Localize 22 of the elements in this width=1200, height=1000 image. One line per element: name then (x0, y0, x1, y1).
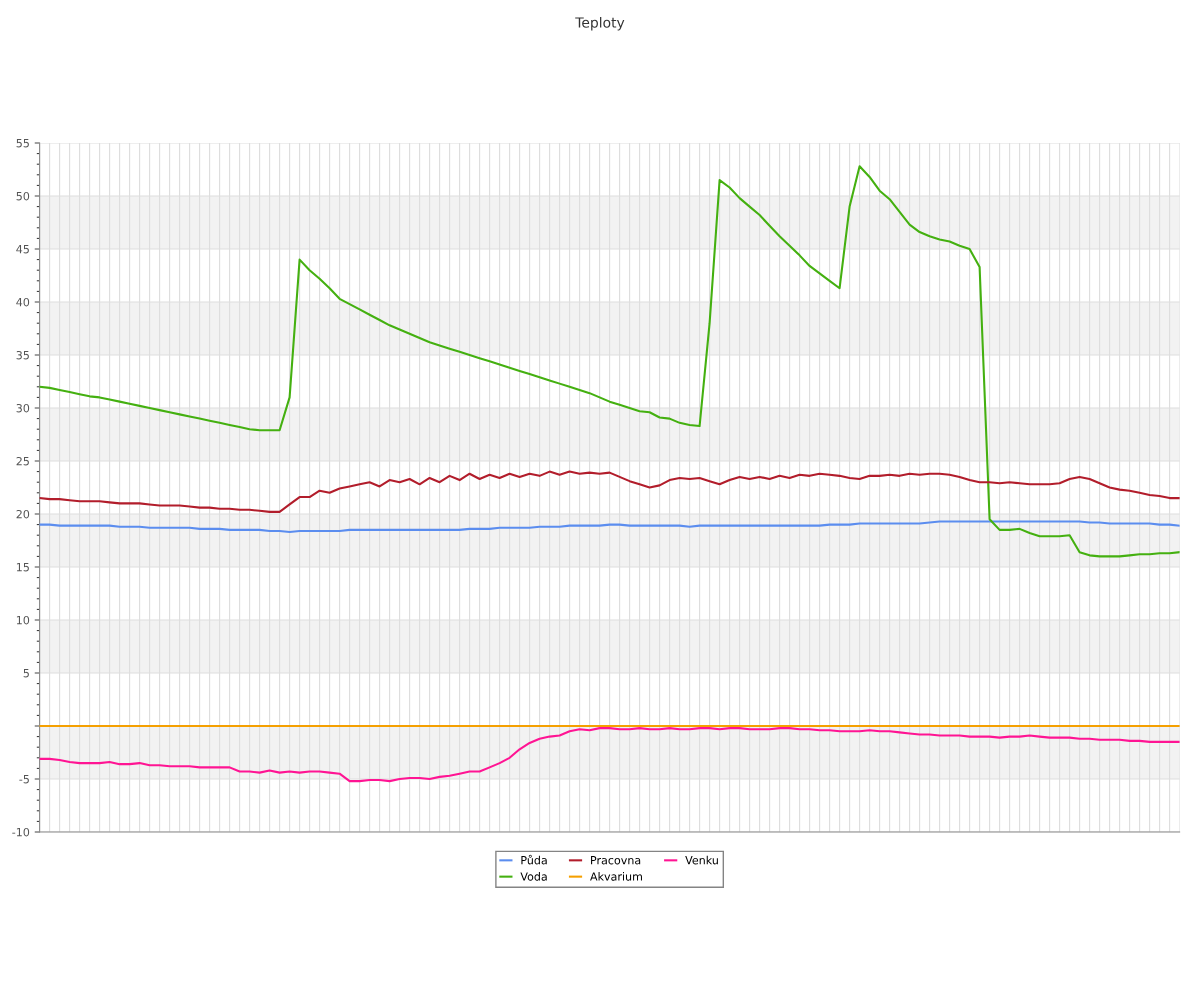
line-series (39, 165, 1180, 558)
y-tick-label: 40 (16, 297, 30, 307)
y-tick-label: 45 (16, 245, 29, 254)
chart-title: Teploty (575, 17, 625, 31)
legend-label: Půda (521, 854, 547, 865)
y-tick-label: 20 (16, 509, 30, 519)
y-tick-label: 5 (23, 669, 29, 678)
legend-label: Venku (685, 855, 718, 865)
y-tick-label: 50 (16, 191, 30, 201)
y-tick-label: -5 (19, 775, 29, 784)
legend-label: Voda (520, 872, 547, 881)
y-tick-label: 15 (16, 563, 29, 572)
y-tick-label: 55 (16, 139, 29, 148)
y-tick-label: -10 (12, 827, 30, 837)
y-tick-label: 25 (16, 456, 29, 466)
line-series (39, 520, 1180, 534)
y-tick-label: 35 (16, 350, 29, 360)
legend-label: Akvarium (590, 872, 642, 881)
y-tick-label: 10 (16, 615, 30, 625)
y-tick-label: 30 (16, 403, 30, 413)
line-series (39, 470, 1180, 513)
legend-label: Pracovna (591, 856, 641, 865)
